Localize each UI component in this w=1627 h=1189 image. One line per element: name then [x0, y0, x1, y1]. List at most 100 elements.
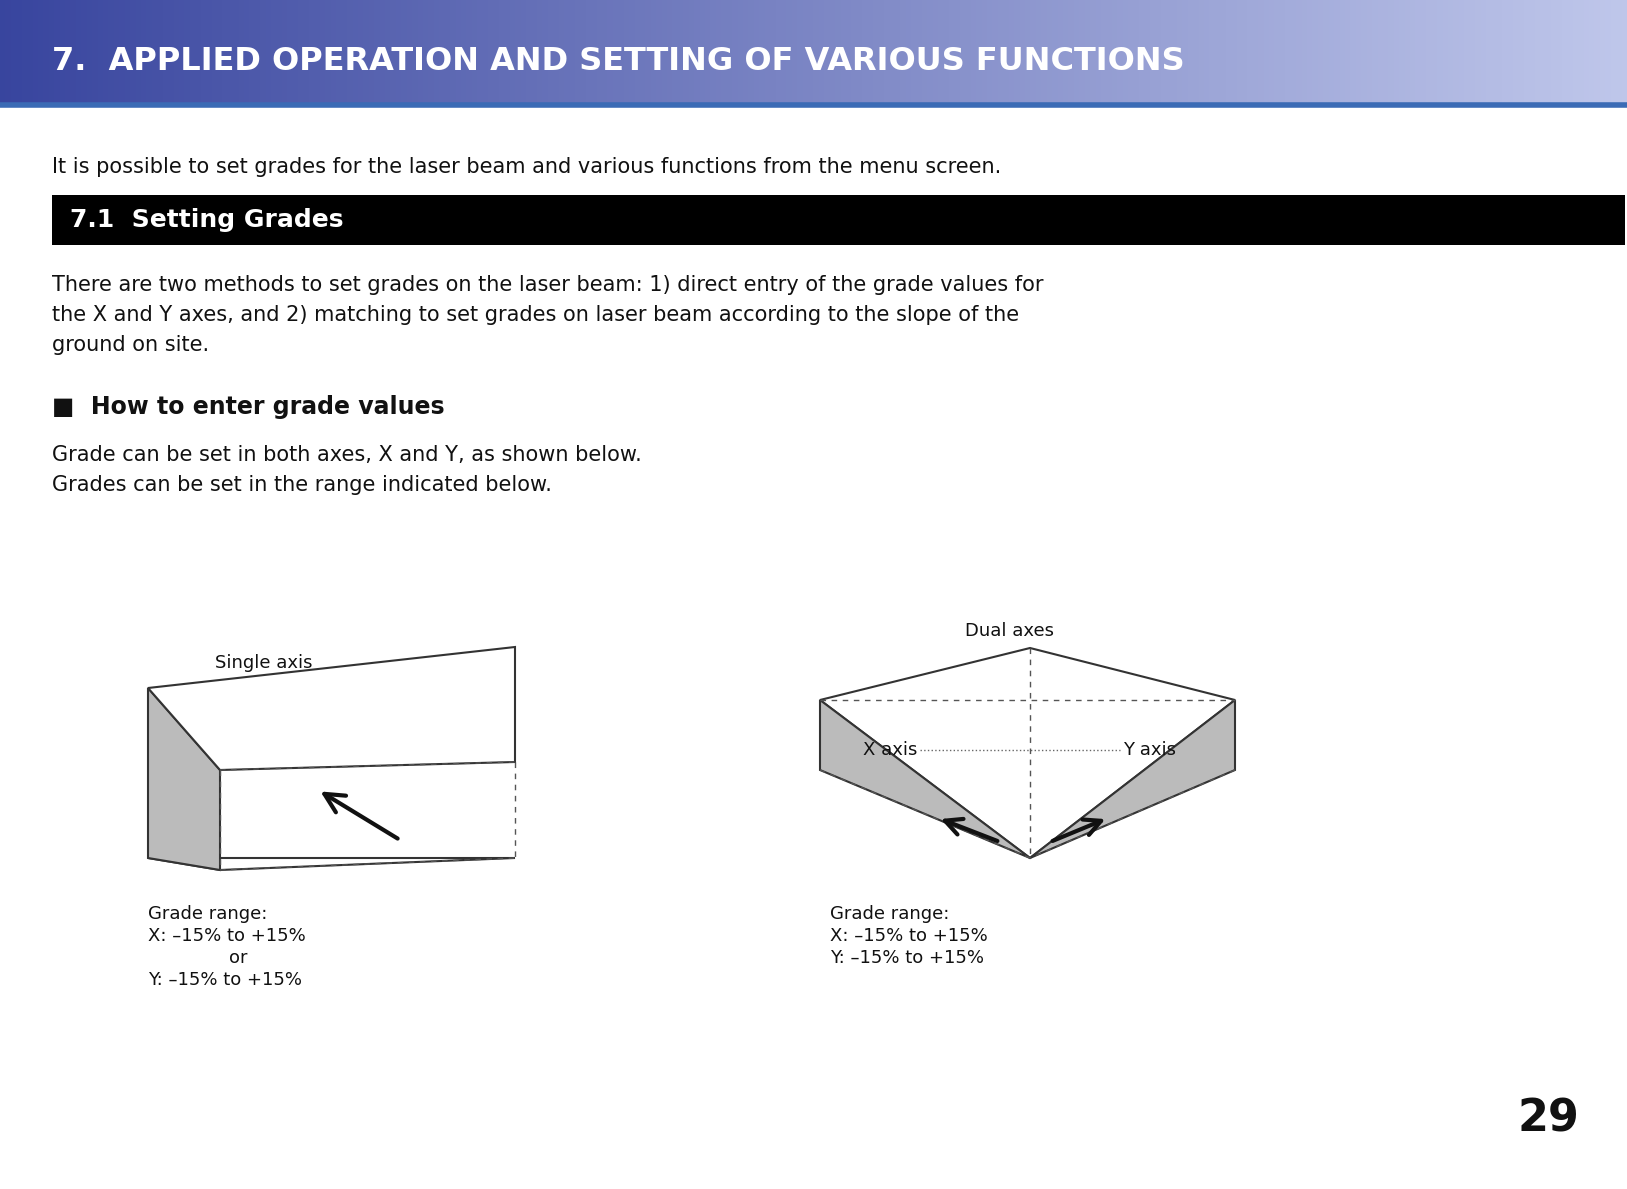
Bar: [1546, 0, 1552, 105]
Bar: [565, 0, 571, 105]
Bar: [1264, 0, 1271, 105]
Bar: [1481, 0, 1487, 105]
Bar: [119, 0, 125, 105]
Bar: [602, 0, 608, 105]
Bar: [581, 0, 587, 105]
Bar: [76, 0, 83, 105]
Bar: [597, 0, 604, 105]
Bar: [407, 0, 413, 105]
Bar: [52, 195, 1625, 245]
Bar: [932, 0, 939, 105]
Bar: [1053, 0, 1059, 105]
Text: Single axis: Single axis: [215, 654, 312, 672]
Bar: [927, 0, 934, 105]
Bar: [499, 0, 506, 105]
Bar: [1355, 0, 1362, 105]
Bar: [272, 0, 278, 105]
Bar: [988, 0, 994, 105]
Bar: [1069, 0, 1075, 105]
Bar: [1188, 0, 1194, 105]
Bar: [1209, 0, 1215, 105]
Bar: [0, 0, 7, 105]
Bar: [21, 0, 28, 105]
Bar: [879, 0, 885, 105]
Bar: [711, 0, 718, 105]
Bar: [1524, 0, 1531, 105]
Bar: [1404, 0, 1411, 105]
Bar: [477, 0, 483, 105]
Bar: [1427, 0, 1433, 105]
Bar: [135, 0, 142, 105]
Bar: [558, 0, 565, 105]
Text: Y: –15% to +15%: Y: –15% to +15%: [148, 971, 303, 989]
Bar: [516, 0, 522, 105]
Bar: [293, 0, 299, 105]
Bar: [1101, 0, 1108, 105]
Bar: [911, 0, 918, 105]
Bar: [395, 0, 402, 105]
Bar: [1551, 0, 1557, 105]
Bar: [1590, 0, 1596, 105]
Bar: [1183, 0, 1189, 105]
Bar: [163, 0, 169, 105]
Bar: [802, 0, 809, 105]
Bar: [1583, 0, 1590, 105]
Bar: [1269, 0, 1276, 105]
Bar: [1215, 0, 1222, 105]
Bar: [493, 0, 499, 105]
Bar: [1079, 0, 1085, 105]
Bar: [1599, 0, 1606, 105]
Bar: [1616, 0, 1622, 105]
Text: There are two methods to set grades on the laser beam: 1) direct entry of the gr: There are two methods to set grades on t…: [52, 275, 1043, 295]
Bar: [472, 0, 478, 105]
Bar: [412, 0, 418, 105]
Bar: [1453, 0, 1459, 105]
Bar: [867, 0, 874, 105]
Bar: [1411, 0, 1417, 105]
Bar: [786, 0, 792, 105]
Bar: [976, 0, 983, 105]
Bar: [1469, 0, 1476, 105]
Bar: [456, 0, 462, 105]
Bar: [1513, 0, 1520, 105]
Bar: [704, 0, 711, 105]
Bar: [630, 0, 636, 105]
Text: X axis: X axis: [862, 741, 918, 759]
Text: Grade range:: Grade range:: [830, 905, 950, 923]
Bar: [700, 0, 706, 105]
Bar: [1518, 0, 1524, 105]
Bar: [965, 0, 971, 105]
Text: or: or: [229, 949, 247, 967]
Bar: [830, 0, 836, 105]
Bar: [548, 0, 555, 105]
Bar: [1573, 0, 1580, 105]
Bar: [792, 0, 799, 105]
Bar: [635, 0, 641, 105]
Bar: [900, 0, 906, 105]
Bar: [1123, 0, 1129, 105]
Text: 7.1  Setting Grades: 7.1 Setting Grades: [70, 208, 343, 232]
Bar: [244, 0, 251, 105]
Bar: [125, 0, 132, 105]
Bar: [325, 0, 332, 105]
Bar: [716, 0, 722, 105]
Bar: [1167, 0, 1173, 105]
Bar: [1058, 0, 1064, 105]
Bar: [1534, 0, 1541, 105]
Bar: [1437, 0, 1443, 105]
Bar: [688, 0, 695, 105]
Bar: [70, 0, 76, 105]
Bar: [1030, 0, 1036, 105]
Bar: [613, 0, 620, 105]
Bar: [1339, 0, 1346, 105]
Bar: [1383, 0, 1389, 105]
Bar: [1150, 0, 1157, 105]
Bar: [1041, 0, 1048, 105]
Bar: [825, 0, 831, 105]
Bar: [890, 0, 896, 105]
Bar: [1274, 0, 1280, 105]
Bar: [1313, 0, 1319, 105]
Bar: [1432, 0, 1438, 105]
Bar: [233, 0, 239, 105]
Bar: [1606, 0, 1612, 105]
